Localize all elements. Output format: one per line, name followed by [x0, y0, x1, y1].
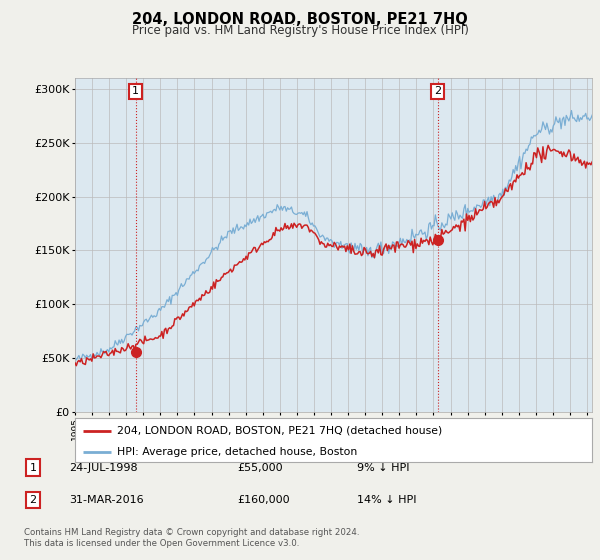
- Text: Contains HM Land Registry data © Crown copyright and database right 2024.
This d: Contains HM Land Registry data © Crown c…: [24, 528, 359, 548]
- Text: £55,000: £55,000: [237, 463, 283, 473]
- Text: 1: 1: [29, 463, 37, 473]
- Text: HPI: Average price, detached house, Boston: HPI: Average price, detached house, Bost…: [118, 447, 358, 458]
- Text: 31-MAR-2016: 31-MAR-2016: [69, 495, 143, 505]
- Text: Price paid vs. HM Land Registry's House Price Index (HPI): Price paid vs. HM Land Registry's House …: [131, 24, 469, 36]
- Text: 204, LONDON ROAD, BOSTON, PE21 7HQ (detached house): 204, LONDON ROAD, BOSTON, PE21 7HQ (deta…: [118, 426, 443, 436]
- Text: 204, LONDON ROAD, BOSTON, PE21 7HQ: 204, LONDON ROAD, BOSTON, PE21 7HQ: [132, 12, 468, 27]
- Text: 9% ↓ HPI: 9% ↓ HPI: [357, 463, 409, 473]
- Text: 24-JUL-1998: 24-JUL-1998: [69, 463, 137, 473]
- Text: 1: 1: [132, 86, 139, 96]
- Text: 2: 2: [29, 495, 37, 505]
- Text: £160,000: £160,000: [237, 495, 290, 505]
- Text: 2: 2: [434, 86, 441, 96]
- Text: 14% ↓ HPI: 14% ↓ HPI: [357, 495, 416, 505]
